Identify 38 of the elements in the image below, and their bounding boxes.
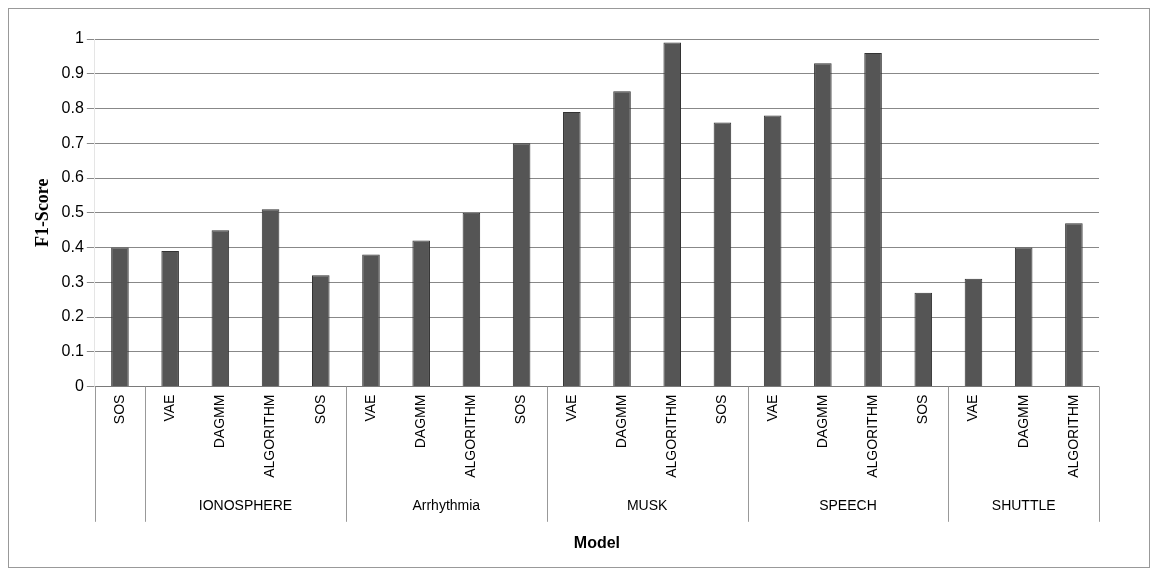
x-tick-label: ALGORITHM	[1064, 394, 1081, 478]
y-tick-label: 0.3	[61, 272, 84, 290]
x-tick-label: ALGORITHM	[462, 394, 479, 478]
x-tick-label: ALGORITHM	[863, 394, 880, 478]
y-tick-label: 0.2	[61, 307, 84, 325]
y-tick-label: 1	[74, 29, 84, 47]
x-tick-label: SOS	[110, 394, 127, 425]
text: Arrhythmia	[412, 496, 481, 513]
x-tick-label: SOS	[713, 394, 730, 425]
y-tick-label: 0	[74, 376, 84, 394]
y-tick-label: 0.7	[61, 133, 84, 151]
x-tick-label: VAE	[161, 394, 178, 422]
text: IONOSPHERE	[198, 496, 293, 513]
x-tick-label: VAE	[964, 394, 981, 422]
x-axis-title: Model	[573, 533, 621, 551]
y-tick-label: 0.1	[61, 342, 84, 360]
x-tick-label: SOS	[512, 394, 529, 425]
y-tick-label: 0.8	[61, 98, 84, 116]
x-tick-label: ALGORITHM	[261, 394, 278, 478]
y-axis-title: F1-Score	[32, 178, 53, 248]
y-tick-label: 0.9	[61, 64, 84, 82]
y-tick-label: 0.5	[61, 203, 84, 221]
x-tick-label: VAE	[763, 394, 780, 422]
x-tick-label: DAGMM	[1014, 394, 1031, 449]
x-tick-label: SOS	[914, 394, 931, 425]
x-tick-label: VAE	[562, 394, 579, 422]
x-tick-label: VAE	[361, 394, 378, 422]
x-tick-label: DAGMM	[412, 394, 429, 449]
text: MUSK	[626, 496, 669, 513]
y-tick-label: 0.4	[61, 237, 84, 255]
text: SHUTTLE	[991, 496, 1056, 513]
y-tick-label: 0.6	[61, 168, 84, 186]
text: SPEECH	[819, 496, 877, 513]
x-tick-label: DAGMM	[813, 394, 830, 449]
x-tick-label: DAGMM	[211, 394, 228, 449]
x-tick-label: DAGMM	[612, 394, 629, 449]
x-tick-label: SOS	[311, 394, 328, 425]
x-tick-label: ALGORITHM	[663, 394, 680, 478]
